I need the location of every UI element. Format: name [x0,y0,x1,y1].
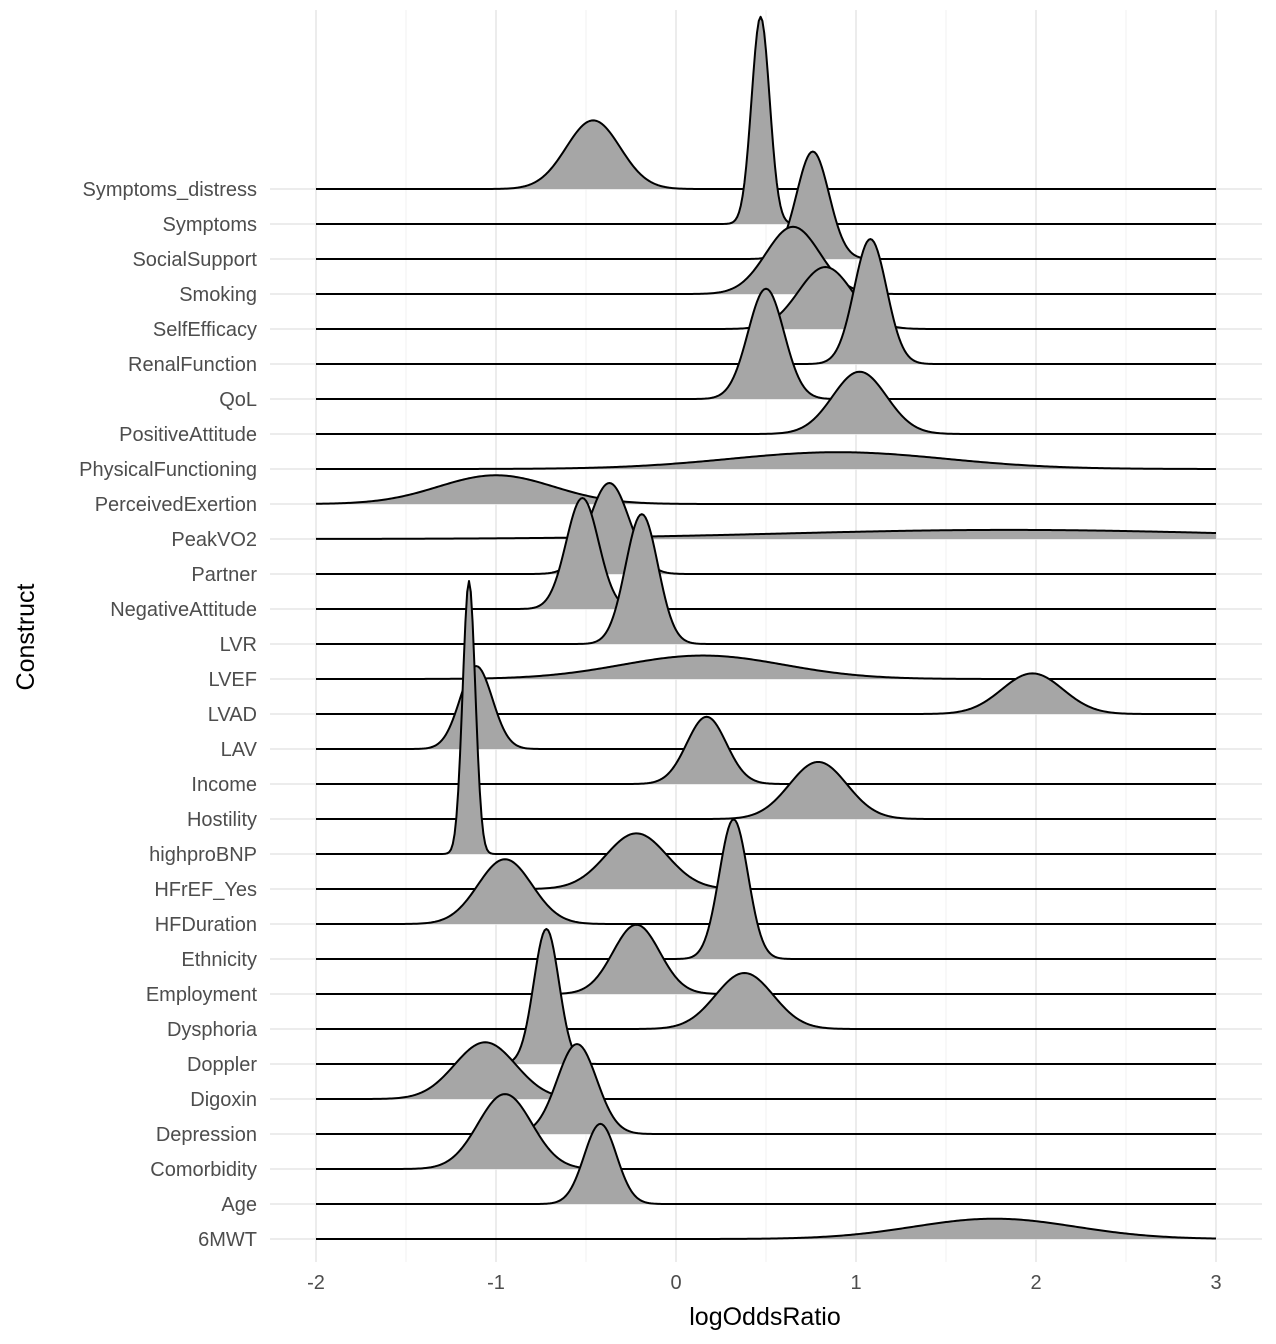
ridge-line-PhysicalFunctioning [316,451,1216,470]
ridge-line-PeakVO2 [316,528,1217,540]
y-tick-label: Symptoms [163,214,257,236]
ridge-line-HFDuration [316,858,1216,925]
y-tick-label: Employment [146,984,258,1006]
x-axis-tick-labels: -2 -1 0 1 2 3 [307,1272,1221,1294]
x-tick-label: 3 [1210,1272,1221,1294]
y-tick-label: highproBNP [149,844,257,866]
ridge-fill-LVAD [316,673,1216,714]
y-axis-tick-labels: 6MWT Age Comorbidity Depression Digoxin Doppl… [79,179,258,1251]
ridge-fill-QoL [316,288,1216,399]
ridge-line-Dysphoria [316,972,1216,1030]
ridge-fill-Dysphoria [316,973,1216,1029]
ridge-line-HFrEF_Yes [316,832,1216,890]
ridge-fill-LVEF [316,655,1216,679]
y-tick-label: SocialSupport [132,249,257,271]
ridge-fill-PerceivedExertion [316,475,1216,504]
y-tick-label: QoL [219,389,257,411]
ridge-line-highproBNP [316,580,1216,855]
y-tick-label: RenalFunction [128,354,257,376]
y-tick-label: NegativeAttitude [110,599,257,621]
x-tick-label: 0 [670,1272,681,1294]
ridge-line-QoL [316,287,1216,400]
ridge-line-6MWT [316,1217,1217,1240]
ridge-line-Comorbidity [316,1093,1216,1170]
y-tick-label: Income [191,774,257,796]
y-tick-label: Digoxin [190,1089,257,1111]
ridge-fill-PhysicalFunctioning [316,452,1216,469]
ridge-line-Age [316,1122,1216,1205]
density-ridges [315,15,1217,1240]
y-tick-label: PeakVO2 [171,529,257,551]
ridge-fill-Smoking [316,226,1216,294]
ridge-fill-6MWT [316,1218,1216,1239]
ridge-fill-Comorbidity [316,1094,1216,1169]
ridge-line-Partner [316,482,1216,575]
y-tick-label: Ethnicity [181,949,257,971]
y-tick-label: SelfEfficacy [153,319,257,341]
ridge-line-Ethnicity [316,818,1216,960]
y-tick-label: Depression [156,1124,257,1146]
x-tick-label: 2 [1030,1272,1041,1294]
ridge-fill-Digoxin [316,1042,1216,1099]
y-tick-label: HFrEF_Yes [154,879,257,901]
y-tick-label: PerceivedExertion [95,494,257,516]
y-tick-label: PhysicalFunctioning [79,459,257,481]
x-tick-label: -1 [487,1272,505,1294]
y-tick-label: LAV [221,739,258,761]
y-tick-label: Partner [191,564,257,586]
y-tick-label: PositiveAttitude [119,424,257,446]
ridge-fill-HFDuration [316,859,1216,924]
y-tick-label: LVAD [208,704,257,726]
y-tick-label: Smoking [179,284,257,306]
x-tick-label: 1 [850,1272,861,1294]
y-tick-label: LVEF [208,669,257,691]
y-tick-label: Age [221,1194,257,1216]
ridge-fill-Doppler [316,928,1216,1064]
ridge-line-Smoking [316,225,1216,295]
ridge-line-PositiveAttitude [316,370,1216,435]
y-tick-label: HFDuration [155,914,257,936]
x-axis-title: logOddsRatio [689,1303,840,1331]
ridge-fill-Symptoms [316,16,1216,224]
y-tick-label: 6MWT [198,1229,257,1251]
y-tick-label: Doppler [187,1054,257,1076]
y-tick-label: Comorbidity [150,1159,257,1181]
y-tick-label: LVR [220,634,257,656]
ridge-line-Depression [316,1043,1216,1135]
ridge-line-Digoxin [316,1041,1216,1100]
x-tick-label: -2 [307,1272,325,1294]
ridge-line-Symptoms [316,15,1216,225]
y-tick-label: Symptoms_distress [83,179,258,201]
y-tick-label: Hostility [187,809,257,831]
y-tick-label: Dysphoria [167,1019,258,1041]
y-axis-title: Construct [12,583,40,690]
ridge-line-PerceivedExertion [315,474,1216,505]
